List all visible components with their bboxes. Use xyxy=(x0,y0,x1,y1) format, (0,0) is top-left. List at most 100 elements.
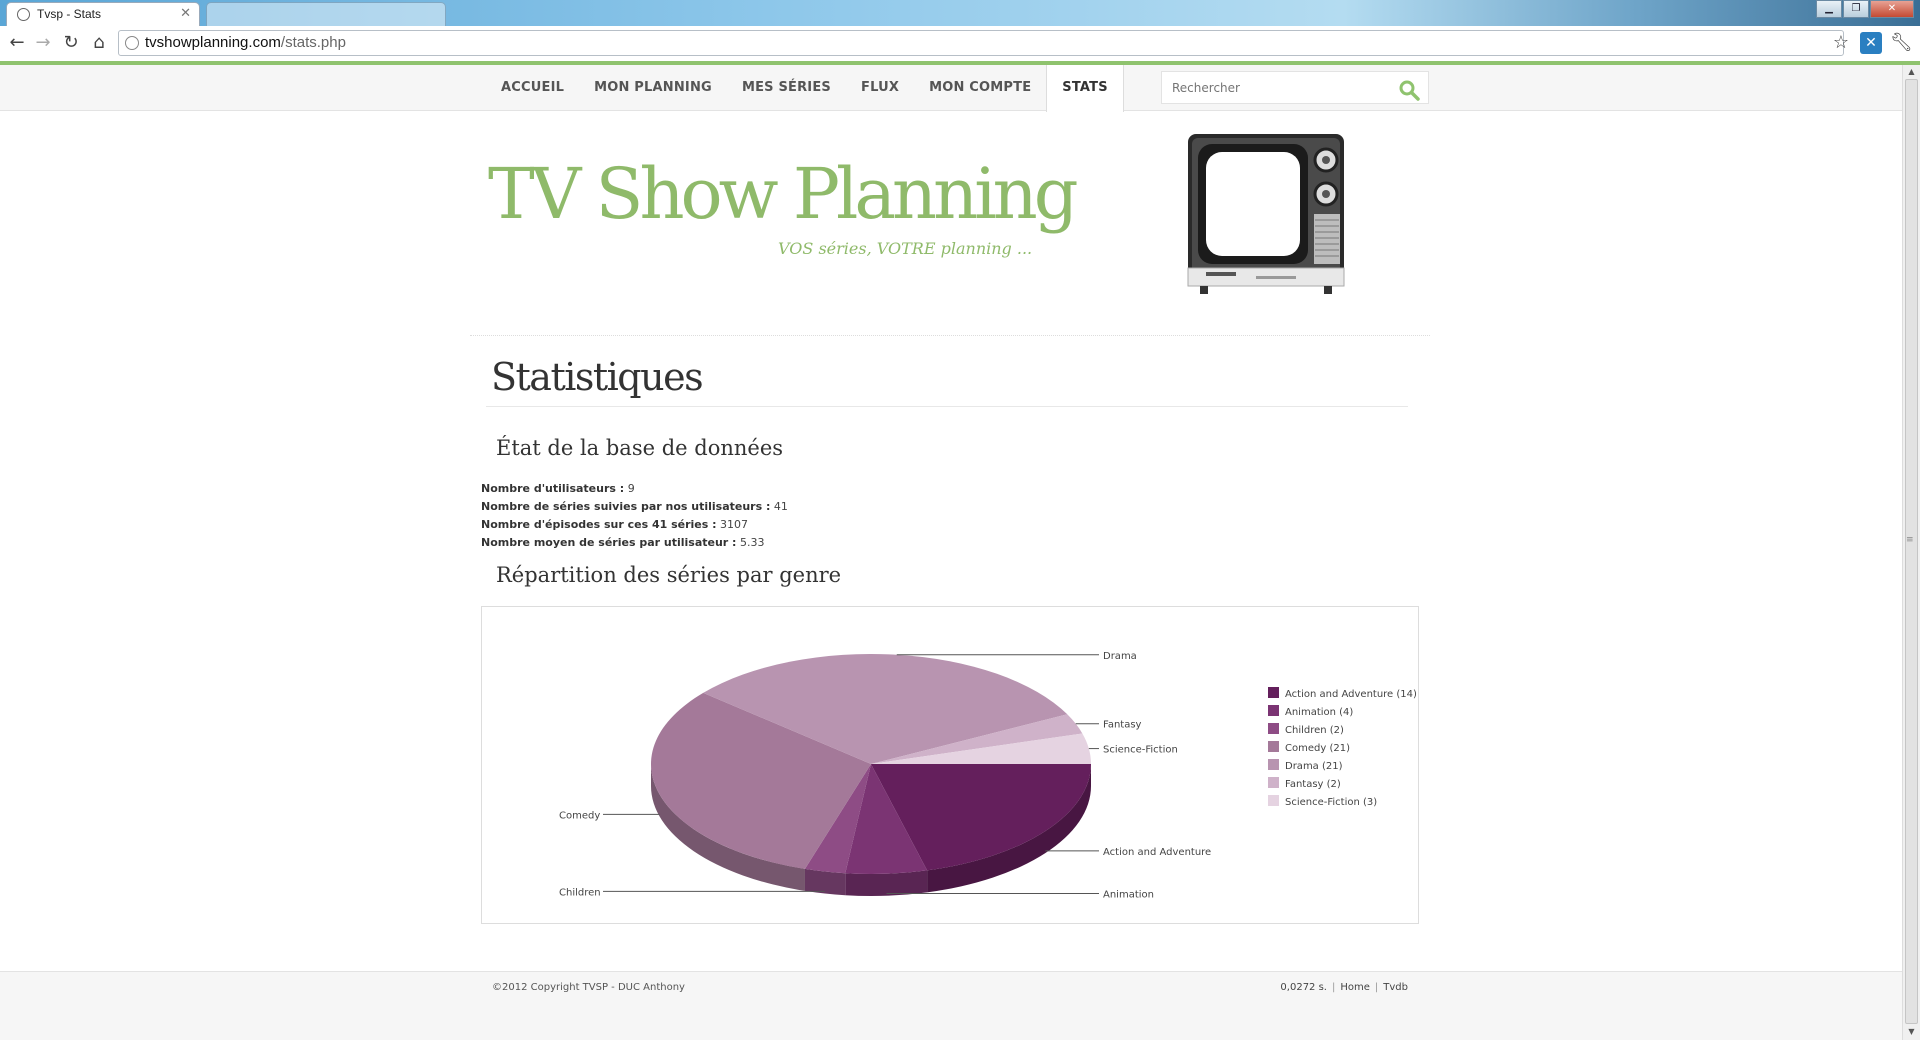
tab-active[interactable]: Tvsp - Stats ✕ xyxy=(6,2,200,26)
menu-mes-series[interactable]: MES SÉRIES xyxy=(741,80,831,95)
legend-label-comedy[interactable]: Comedy (21) xyxy=(1285,743,1350,754)
menu-stats[interactable]: STATS xyxy=(1046,65,1124,112)
stat-label: Nombre d'utilisateurs : xyxy=(481,482,625,495)
legend-swatch-action-and-adventure xyxy=(1268,687,1279,698)
legend-swatch-fantasy xyxy=(1268,777,1279,788)
legend-swatch-comedy xyxy=(1268,741,1279,752)
accent-bar xyxy=(0,61,1920,65)
pie-slice-children[interactable] xyxy=(804,764,871,874)
home-icon[interactable]: ⌂ xyxy=(93,32,105,53)
render-time: 0,0272 s. xyxy=(1280,982,1327,993)
pie-label-drama: Drama xyxy=(1103,651,1137,662)
header-divider xyxy=(470,335,1430,336)
stat-label: Nombre de séries suivies par nos utilisa… xyxy=(481,500,771,513)
menu-flux[interactable]: FLUX xyxy=(860,80,900,95)
search-box xyxy=(1161,71,1429,104)
pie-label-animation: Animation xyxy=(1103,890,1154,901)
forward-icon[interactable]: → xyxy=(35,32,51,53)
scroll-grip-icon: ≡ xyxy=(1906,535,1914,545)
page-title: Statistiques xyxy=(491,355,704,399)
tv-illustration xyxy=(1187,134,1345,294)
legend-swatch-drama xyxy=(1268,759,1279,770)
stat-value: 3107 xyxy=(720,518,749,531)
window-controls: ▁ ❐ ✕ xyxy=(1815,0,1914,18)
stat-row: Nombre de séries suivies par nos utilisa… xyxy=(481,498,788,516)
pie-side-comedy xyxy=(651,764,805,891)
menu-mon-planning[interactable]: MON PLANNING xyxy=(594,80,712,95)
genre-pie-chart: Action and Adventure Animation Children Com… xyxy=(481,606,1419,924)
legend-label-science-fiction[interactable]: Science-Fiction (3) xyxy=(1285,797,1377,808)
legend-label-fantasy[interactable]: Fantasy (2) xyxy=(1285,779,1341,790)
pie-label-fantasy: Fantasy xyxy=(1103,720,1142,731)
maximize-button[interactable]: ❐ xyxy=(1843,0,1869,18)
genre-section-title: Répartition des séries par genre xyxy=(496,563,842,587)
legend-label-children[interactable]: Children (2) xyxy=(1285,725,1344,736)
menu-accueil[interactable]: ACCUEIL xyxy=(501,80,565,95)
stat-row: Nombre d'utilisateurs : 9 xyxy=(481,480,788,498)
page: ACCUEIL MON PLANNING MES SÉRIES FLUX MON… xyxy=(0,65,1902,1040)
legend-swatch-animation xyxy=(1268,705,1279,716)
search-icon[interactable] xyxy=(1398,79,1420,101)
pie-slice-drama[interactable] xyxy=(703,654,1068,764)
pie-slice-science-fiction[interactable] xyxy=(871,733,1091,764)
pie-side-animation xyxy=(845,870,928,896)
stat-row: Nombre d'épisodes sur ces 41 séries : 31… xyxy=(481,516,788,534)
legend-swatch-science-fiction xyxy=(1268,795,1279,806)
pie-label-children: Children xyxy=(559,887,601,898)
pie-label-action-and-adventure: Action and Adventure xyxy=(1103,847,1211,858)
tab-strip: Tvsp - Stats ✕ ▁ ❐ ✕ xyxy=(0,0,1920,26)
footer: ©2012 Copyright TVSP - DUC Anthony 0,027… xyxy=(0,971,1902,1040)
copyright-text: ©2012 Copyright TVSP - DUC Anthony xyxy=(492,982,685,993)
footer-link-tvdb[interactable]: Tvdb xyxy=(1383,982,1408,993)
scroll-thumb[interactable] xyxy=(1905,79,1918,1024)
vertical-scrollbar[interactable]: ▲ ≡ ▼ xyxy=(1902,65,1920,1040)
stat-label: Nombre d'épisodes sur ces 41 séries : xyxy=(481,518,717,531)
reload-icon[interactable]: ↻ xyxy=(63,32,79,53)
legend-label-drama[interactable]: Drama (21) xyxy=(1285,761,1343,772)
stat-value: 5.33 xyxy=(739,536,765,549)
pie-side-action-and-adventure xyxy=(927,764,1091,893)
browser-chrome: Tvsp - Stats ✕ ▁ ❐ ✕ ← → ↻ ⌂ tvshowplann… xyxy=(0,0,1920,65)
pie-slice-animation[interactable] xyxy=(845,764,928,874)
pie-side-children xyxy=(804,868,846,896)
footer-link-home[interactable]: Home xyxy=(1340,982,1370,993)
extension-icon[interactable]: ✕ xyxy=(1860,32,1882,54)
site-tagline: VOS séries, VOTRE planning ... xyxy=(778,239,1033,258)
bookmark-star-icon[interactable]: ☆ xyxy=(1832,32,1850,53)
footer-links: 0,0272 s. | Home | Tvdb xyxy=(1280,982,1408,993)
pie-slice-action-and-adventure[interactable] xyxy=(871,764,1091,871)
scroll-down-icon[interactable]: ▼ xyxy=(1908,1027,1915,1036)
pie-label-comedy: Comedy xyxy=(559,810,600,821)
legend-swatch-children xyxy=(1268,723,1279,734)
search-input[interactable] xyxy=(1162,72,1382,103)
db-section-title: État de la base de données xyxy=(496,436,784,460)
stat-label: Nombre moyen de séries par utilisateur : xyxy=(481,536,737,549)
site-title[interactable]: TV Show Planning xyxy=(488,153,1079,235)
pie-label-science-fiction: Science-Fiction xyxy=(1103,745,1178,756)
browser-toolbar: ← → ↻ ⌂ tvshowplanning.com/stats.php ☆ ✕… xyxy=(0,26,1920,62)
menu-mon-compte[interactable]: MON COMPTE xyxy=(929,80,1032,95)
legend-label-action-and-adventure[interactable]: Action and Adventure (14) xyxy=(1285,689,1417,700)
stat-value: 41 xyxy=(773,500,788,513)
globe-icon xyxy=(17,8,30,21)
page-icon xyxy=(125,36,139,50)
tab-title: Tvsp - Stats xyxy=(37,7,102,21)
wrench-icon[interactable]: 🔧︎ xyxy=(1890,32,1913,53)
legend-label-animation[interactable]: Animation (4) xyxy=(1285,707,1353,718)
minimize-button[interactable]: ▁ xyxy=(1816,0,1842,18)
address-bar[interactable]: tvshowplanning.com/stats.php xyxy=(118,30,1844,56)
stat-value: 9 xyxy=(627,482,635,495)
db-stats: Nombre d'utilisateurs : 9 Nombre de séri… xyxy=(481,480,788,552)
top-navigation: ACCUEIL MON PLANNING MES SÉRIES FLUX MON… xyxy=(0,65,1902,112)
close-window-button[interactable]: ✕ xyxy=(1870,0,1914,18)
back-icon[interactable]: ← xyxy=(9,32,25,53)
close-tab-icon[interactable]: ✕ xyxy=(180,6,191,21)
tab-inactive[interactable] xyxy=(206,2,446,26)
pie-slice-fantasy[interactable] xyxy=(871,714,1083,764)
stat-row: Nombre moyen de séries par utilisateur :… xyxy=(481,534,788,552)
main-menu: ACCUEIL MON PLANNING MES SÉRIES FLUX MON… xyxy=(486,65,1124,112)
pie-slice-comedy[interactable] xyxy=(650,692,871,869)
scroll-up-icon[interactable]: ▲ xyxy=(1908,67,1915,76)
pie-chart-svg: Action and Adventure Animation Children Com… xyxy=(559,651,1417,901)
url-text: tvshowplanning.com/stats.php xyxy=(145,34,346,51)
